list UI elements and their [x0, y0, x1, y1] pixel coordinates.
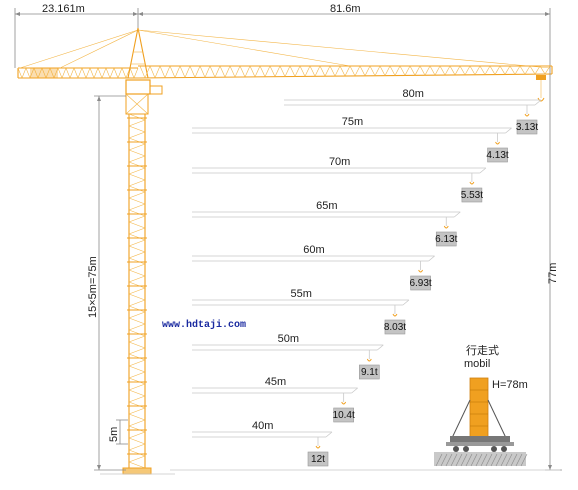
- mast-height-label: 15×5m=75m: [87, 256, 99, 318]
- hook: [443, 225, 449, 229]
- total-height-dimension: 77m: [545, 68, 562, 471]
- radius-label: 55m: [290, 288, 311, 300]
- radius-line-cap: [505, 127, 512, 134]
- load-value: 4.13t: [486, 150, 508, 161]
- section-dimension: 5m: [108, 419, 128, 445]
- mobile-label-cn: 行走式: [466, 344, 499, 357]
- load-tag: [358, 364, 380, 380]
- load-tag: [307, 451, 329, 467]
- top-dimensions: 23.161m 81.6m: [14, 3, 551, 68]
- load-row: 50m 9.1t: [192, 333, 384, 380]
- load-value: 9.1t: [361, 367, 378, 378]
- load-row: 65m 6.13t: [192, 200, 461, 247]
- hook: [495, 141, 500, 145]
- jib-trolley-hook: [536, 75, 546, 102]
- mobile-crane-inset: 行走式 mobil H=78m: [434, 344, 528, 467]
- load-row: 45m 10.4t: [192, 376, 358, 423]
- load-tag: [435, 231, 457, 247]
- hook: [341, 401, 347, 405]
- load-value: 10.4t: [333, 410, 355, 421]
- load-tag: [516, 119, 538, 135]
- load-value: 5.53t: [461, 190, 483, 201]
- website-url: www.hdtaji.com: [162, 319, 246, 331]
- radius-line-cap: [377, 344, 384, 351]
- load-tag: [487, 147, 508, 163]
- mast-height-dimension: 15×5m=75m: [87, 95, 126, 471]
- hook: [315, 445, 321, 449]
- load-chart: 80m 3.13t 75m 4.13t 70m 5.53t 65m 6.13t 60m 6.93t…: [192, 88, 542, 467]
- main-jib: [137, 65, 553, 79]
- radius-label: 40m: [252, 420, 273, 432]
- tower-head: [127, 27, 551, 79]
- slewing-unit: [125, 79, 163, 115]
- load-value: 6.13t: [435, 234, 457, 245]
- hook: [524, 113, 530, 117]
- load-tag: [384, 319, 406, 335]
- hook: [392, 313, 398, 317]
- radius-line-cap: [325, 431, 333, 438]
- load-tag: [333, 407, 354, 423]
- radius-line-cap: [351, 387, 358, 394]
- hook: [469, 181, 475, 185]
- radius-label: 65m: [316, 200, 337, 212]
- load-row: 75m 4.13t: [192, 116, 512, 163]
- load-row: 70m 5.53t: [192, 156, 487, 203]
- load-row: 40m 12t: [192, 420, 333, 467]
- section-height-label: 5m: [108, 427, 120, 442]
- radius-line-cap: [479, 167, 487, 174]
- radius-line-cap: [453, 211, 461, 218]
- counter-jib: [17, 29, 139, 79]
- counter-jib-length: 23.161m: [42, 3, 85, 15]
- radius-label: 75m: [342, 116, 363, 128]
- radius-label: 60m: [303, 244, 324, 256]
- hook: [366, 358, 372, 362]
- radius-line-cap: [534, 99, 542, 106]
- load-tag: [410, 275, 431, 291]
- mobile-label-en: mobil: [464, 358, 490, 370]
- radius-line-cap: [428, 255, 435, 262]
- mobile-height-label: H=78m: [492, 379, 528, 391]
- load-value: 3.13t: [516, 122, 538, 133]
- radius-line-cap: [402, 299, 410, 306]
- load-value: 12t: [311, 454, 325, 465]
- load-tag: [461, 187, 483, 203]
- load-value: 8.03t: [384, 322, 406, 333]
- radius-label: 70m: [329, 156, 350, 168]
- load-value: 6.93t: [409, 278, 431, 289]
- mast-base: [100, 467, 175, 475]
- total-height-label: 77m: [547, 263, 559, 284]
- mast: [127, 113, 147, 475]
- crane-structure: [17, 27, 553, 475]
- main-jib-length: 81.6m: [330, 3, 361, 15]
- radius-label: 50m: [278, 333, 299, 345]
- hook: [418, 269, 424, 273]
- load-row: 60m 6.93t: [192, 244, 435, 291]
- radius-label: 45m: [265, 376, 286, 388]
- load-row: 55m 8.03t: [192, 288, 410, 335]
- radius-label: 80m: [403, 88, 424, 100]
- load-row: 80m 3.13t: [284, 88, 542, 135]
